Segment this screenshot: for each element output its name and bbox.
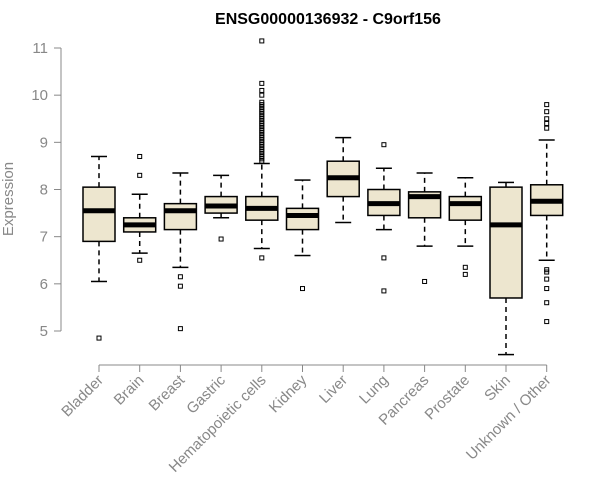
outlier-point [381,142,387,148]
x-tick-label: Breast [146,371,189,414]
y-axis-label: Expression [0,162,17,236]
y-tick-label: 5 [40,323,48,340]
outlier-point [544,276,550,282]
outlier-point [177,326,183,332]
outlier-point [177,274,183,280]
outlier-point [137,257,143,263]
outlier-point [462,264,468,270]
y-tick-label: 7 [40,229,48,246]
outlier-point [544,300,550,306]
outlier-point [544,116,550,122]
box-gastric [204,174,238,242]
y-tick-label: 9 [40,134,48,151]
box-hematopoietic-cells [245,38,279,261]
y-tick-label: 11 [32,40,48,57]
box-lung [367,142,401,294]
outlier-point [544,319,550,325]
outlier-point [544,102,550,108]
outlier-point [462,271,468,277]
outlier-point [544,269,550,275]
box-rect [82,186,116,243]
chart-title: ENSG00000136932 - C9orf156 [215,11,441,28]
box-rect [285,207,320,231]
outlier-point [300,286,305,292]
outlier-point [177,283,183,289]
box-bladder [82,155,116,341]
outlier-point [381,255,387,261]
y-tick-label: 10 [31,87,48,104]
box-liver [326,136,360,224]
outlier-point [137,153,143,159]
outlier-point [137,172,143,178]
box-kidney [285,179,320,292]
x-tick-label: Kidney [266,371,311,416]
x-tick-label: Brain [111,372,148,409]
outlier-point [259,87,265,93]
outlier-point [259,38,265,44]
x-tick-label: Liver [316,372,351,407]
box-unknown-other [529,102,564,325]
x-tick-label: Prostate [422,372,474,424]
box-brain [122,153,157,263]
outlier-point [544,109,550,115]
box-rect [448,195,483,221]
box-pancreas [407,172,442,284]
x-tick-label: Lung [356,372,392,408]
outlier-point [544,125,550,131]
y-tick-label: 8 [40,182,48,199]
outlier-point [544,286,550,292]
box-rect [489,186,523,299]
box-breast [163,172,198,332]
x-tick-label: Skin [481,372,514,405]
box-rect [163,202,198,231]
outlier-point [259,255,265,261]
outlier-point [218,236,224,242]
box-prostate [448,176,483,277]
outlier-point [259,80,265,86]
plot-area [82,38,564,356]
outlier-point [259,99,265,105]
outlier-point [381,288,387,294]
box-skin [489,181,523,356]
outlier-point [544,120,550,126]
outlier-point [96,335,102,341]
outlier-point [259,92,265,98]
y-axis: 5 6 7 8 9 10 11 [31,40,62,340]
outlier-point [422,278,428,284]
y-tick-label: 6 [40,276,48,293]
x-tick-label: Bladder [58,372,107,421]
